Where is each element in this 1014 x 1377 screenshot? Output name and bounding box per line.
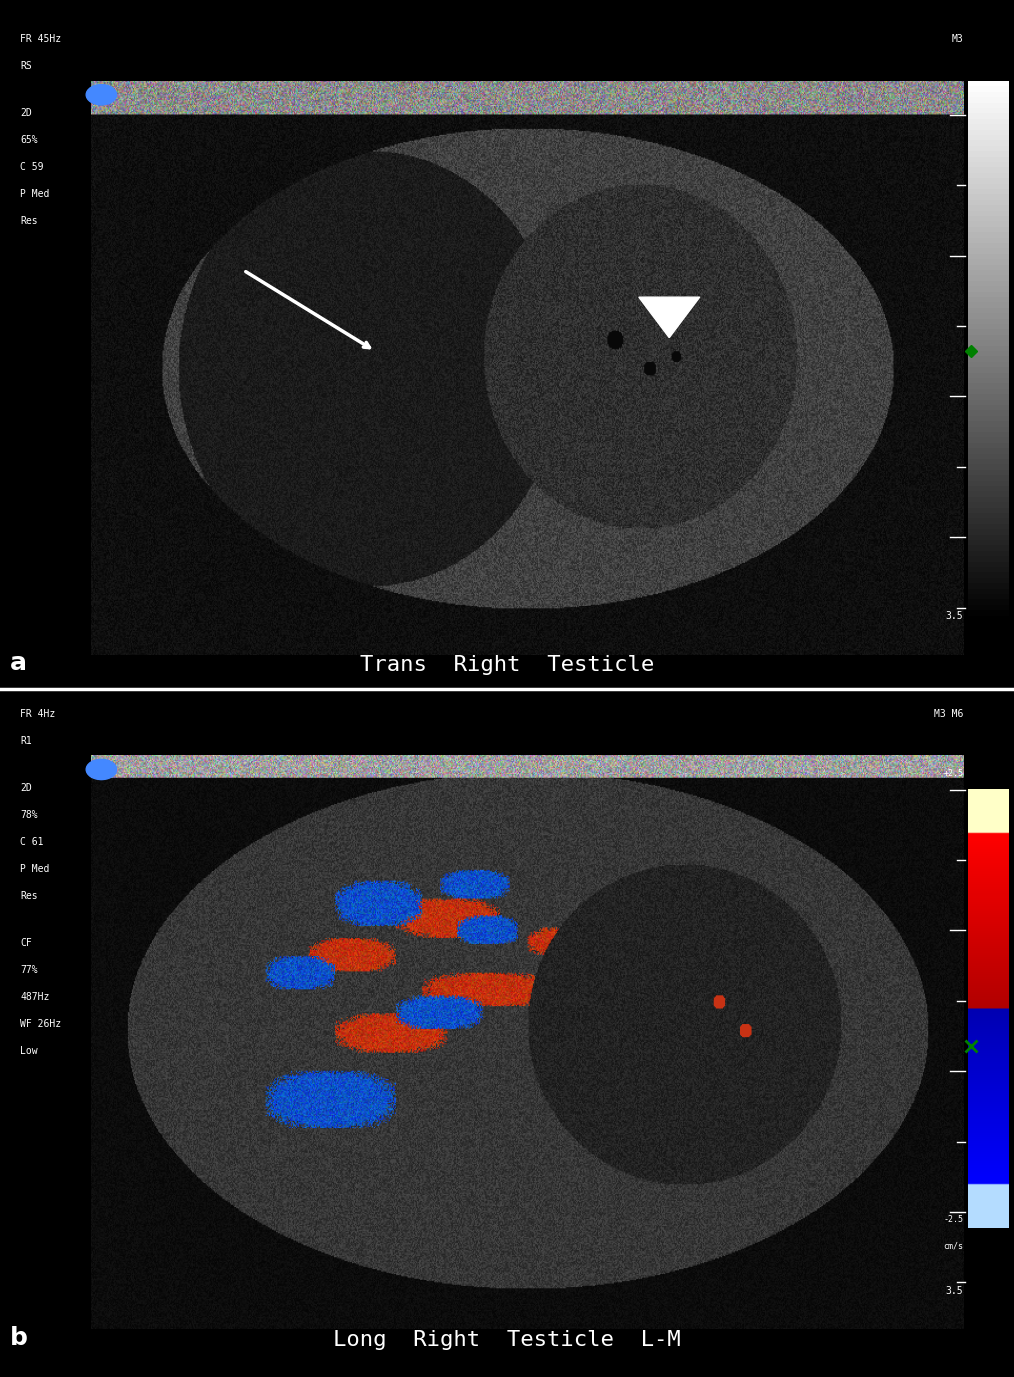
Text: CF: CF — [20, 938, 32, 949]
Text: FR 4Hz: FR 4Hz — [20, 709, 56, 719]
Text: +2.5: +2.5 — [943, 770, 963, 778]
Circle shape — [86, 759, 117, 779]
Text: b: b — [10, 1326, 28, 1349]
Text: Res: Res — [20, 216, 38, 226]
Text: 65%: 65% — [20, 135, 38, 145]
Text: 3.5: 3.5 — [946, 1286, 963, 1296]
Text: Long  Right  Testicle  L-M: Long Right Testicle L-M — [334, 1330, 680, 1349]
Text: P Med: P Med — [20, 189, 50, 200]
Text: M3: M3 — [951, 34, 963, 44]
Circle shape — [86, 84, 117, 105]
Text: 77%: 77% — [20, 965, 38, 975]
Text: a: a — [10, 651, 27, 675]
Text: Res: Res — [20, 891, 38, 901]
Text: M3 M6: M3 M6 — [934, 709, 963, 719]
Text: C 61: C 61 — [20, 837, 44, 847]
Text: RS: RS — [20, 61, 32, 72]
Text: Low: Low — [20, 1047, 38, 1056]
Text: Trans  Right  Testicle: Trans Right Testicle — [360, 655, 654, 675]
Text: FR 45Hz: FR 45Hz — [20, 34, 62, 44]
Text: 2D: 2D — [20, 784, 32, 793]
Text: P Med: P Med — [20, 863, 50, 874]
Text: R1: R1 — [20, 735, 32, 746]
Text: 78%: 78% — [20, 810, 38, 819]
Text: 2D: 2D — [20, 109, 32, 118]
Text: cm/s: cm/s — [943, 1242, 963, 1250]
Polygon shape — [639, 297, 700, 337]
Text: -2.5: -2.5 — [943, 1215, 963, 1224]
Text: WF 26Hz: WF 26Hz — [20, 1019, 62, 1029]
Text: 487Hz: 487Hz — [20, 991, 50, 1002]
Text: 3.5: 3.5 — [946, 611, 963, 621]
Text: C 59: C 59 — [20, 162, 44, 172]
